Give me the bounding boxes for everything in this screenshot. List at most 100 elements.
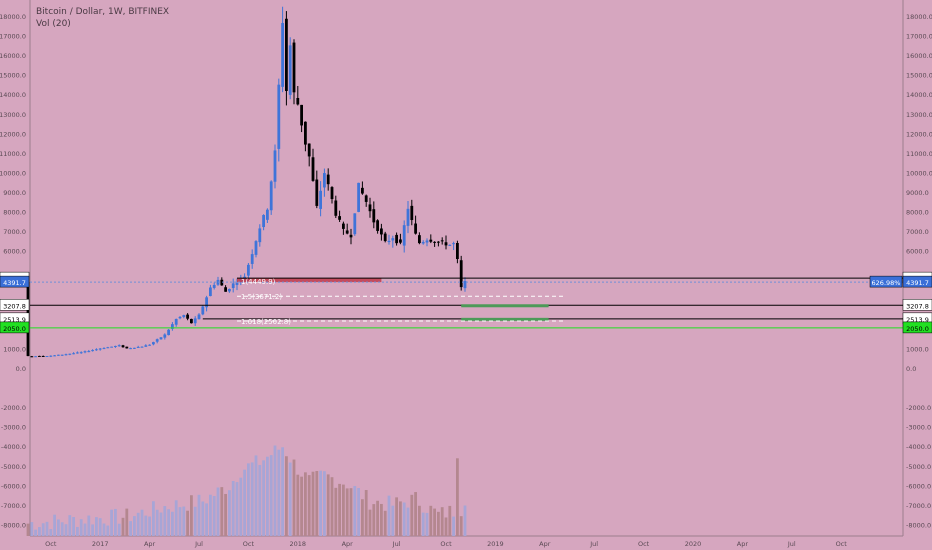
candle-body xyxy=(95,349,98,351)
candle-body xyxy=(330,187,334,200)
x-tick-label: Oct xyxy=(243,540,255,548)
candle-body xyxy=(440,240,444,242)
candle-body xyxy=(266,209,269,220)
candle-body xyxy=(41,355,45,357)
volume-bar xyxy=(34,529,37,536)
volume-bar xyxy=(387,495,391,536)
candle-body xyxy=(307,143,311,157)
volume-bar xyxy=(110,509,113,536)
volume-bar xyxy=(228,490,231,536)
candle-body xyxy=(437,241,440,243)
volume-bar xyxy=(296,474,300,536)
candle-body xyxy=(296,97,300,105)
volume-bar xyxy=(307,475,311,536)
right-price-tick-label: 17000.0 xyxy=(906,33,932,41)
volume-bar xyxy=(425,512,429,536)
left-support-1-label: 3207.8 xyxy=(3,302,26,310)
volume-bar xyxy=(459,516,463,536)
volume-bar xyxy=(395,497,398,536)
candle-body xyxy=(117,345,121,347)
candle-body xyxy=(406,208,410,226)
right-support-2-label: 2513.9 xyxy=(906,316,929,324)
volume-bar xyxy=(125,508,129,536)
candle-body xyxy=(163,334,167,338)
volume-bar xyxy=(262,460,265,536)
volume-bar xyxy=(304,472,307,536)
x-tick-label: Jul xyxy=(194,540,203,548)
candle-body xyxy=(228,288,231,292)
candle-body xyxy=(76,352,79,354)
volume-bar xyxy=(117,523,121,536)
volume-bar xyxy=(79,519,83,536)
x-tick-label: Oct xyxy=(638,540,650,548)
candle-body xyxy=(323,173,326,188)
percent-change-label-box xyxy=(869,275,903,288)
left-price-tick-label: 16000.0 xyxy=(0,52,26,60)
volume-bar xyxy=(163,506,167,536)
volume-bar xyxy=(98,518,102,536)
volume-bar xyxy=(285,456,288,536)
left-volume-tick-label: -3000.0 xyxy=(1,424,26,432)
right-price-tick-label: 1000.0 xyxy=(906,345,929,353)
volume-bar xyxy=(49,529,53,536)
candle-body xyxy=(429,239,433,242)
right-price-tick-label: 13000.0 xyxy=(906,111,932,119)
candle-body xyxy=(121,345,125,348)
volume-bar xyxy=(197,494,201,536)
candle-body xyxy=(326,174,330,185)
right-price-tick-label: 15000.0 xyxy=(906,72,932,80)
volume-bar xyxy=(277,449,281,536)
volume-bar xyxy=(87,515,91,536)
candle-body xyxy=(395,234,398,244)
left-price-tick-label: 9000.0 xyxy=(3,189,26,197)
candle-body xyxy=(433,241,436,243)
candle-body xyxy=(452,243,455,245)
candle-body xyxy=(224,287,227,292)
volume-bar xyxy=(247,463,250,536)
volume-bar xyxy=(178,507,182,536)
candle-body xyxy=(459,260,463,288)
candle-body xyxy=(53,355,56,357)
candle-body xyxy=(197,314,201,320)
volume-bar xyxy=(83,523,87,536)
right-volume-tick-label: -2000.0 xyxy=(906,404,931,412)
volume-bar xyxy=(380,503,383,536)
left-green-label-box xyxy=(0,321,30,334)
x-tick-label: Oct xyxy=(836,540,848,548)
candle-body xyxy=(288,45,292,95)
candle-body xyxy=(444,242,448,246)
volume-bar xyxy=(315,470,319,536)
candle-body xyxy=(102,348,106,350)
fib-1-5-label: 1.5(3671.2) xyxy=(241,293,282,301)
left-volume-tick-label: -2000.0 xyxy=(1,404,26,412)
candle-body xyxy=(144,345,148,347)
fib-1-618-label: 1.618(2502.8) xyxy=(241,318,291,326)
candle-body xyxy=(285,18,288,91)
candle-body xyxy=(155,339,159,342)
volume-bar xyxy=(281,447,284,536)
x-tick-label: 2020 xyxy=(685,540,702,548)
right-price-tick-label: 9000.0 xyxy=(906,189,929,197)
candle-body xyxy=(98,348,102,350)
x-tick-label: Apr xyxy=(539,540,551,548)
volume-bar xyxy=(376,500,379,536)
volume-bar xyxy=(254,455,258,536)
volume-bar xyxy=(231,480,235,536)
candle-body xyxy=(463,280,467,289)
volume-bar xyxy=(235,482,239,536)
volume-bar xyxy=(338,483,341,536)
volume-bar xyxy=(361,499,364,536)
right-green-label: 2050.0 xyxy=(906,325,929,333)
candle-body xyxy=(133,347,136,349)
left-volume-tick-label: -5000.0 xyxy=(1,463,26,471)
volume-bar xyxy=(171,511,174,536)
right-price-tick-label: 18000.0 xyxy=(906,13,932,21)
left-price-tick-label: 14000.0 xyxy=(0,91,26,99)
volume-bar xyxy=(38,527,41,536)
volume-bar xyxy=(26,523,30,536)
volume-bar xyxy=(144,515,148,536)
candle-body xyxy=(190,318,193,324)
left-price-tick-label: 11000.0 xyxy=(0,150,26,158)
